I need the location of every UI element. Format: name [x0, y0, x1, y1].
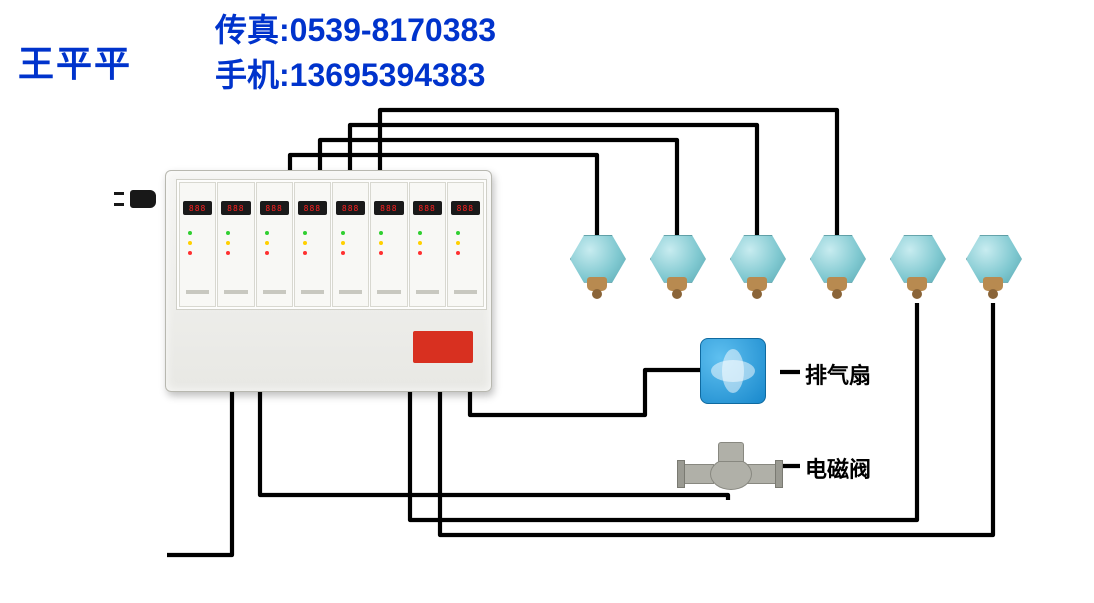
controller-module: 888 — [370, 182, 407, 307]
valve-label: 电磁阀 — [805, 452, 871, 484]
controller-module: 888 — [179, 182, 216, 307]
controller-module: 888 — [447, 182, 484, 307]
alarm-controller: 888 888 888 888 888 888 888 — [165, 170, 492, 392]
fax-number: 0539-8170383 — [290, 12, 496, 48]
gas-detector-icon — [570, 235, 624, 305]
contact-mobile: 手机:13695394383 — [215, 50, 485, 96]
controller-modules: 888 888 888 888 888 888 888 — [176, 179, 487, 310]
power-plug-icon — [114, 188, 156, 210]
controller-module: 888 — [217, 182, 254, 307]
module-led: 888 — [413, 201, 442, 215]
gas-detector-icon — [730, 235, 784, 305]
controller-module: 888 — [332, 182, 369, 307]
module-led: 888 — [221, 201, 250, 215]
module-led: 888 — [451, 201, 480, 215]
controller-sticker — [413, 331, 473, 363]
contact-name: 王平平 — [18, 35, 132, 87]
gas-detector-icon — [650, 235, 704, 305]
solenoid-valve-icon — [680, 440, 780, 500]
module-led: 888 — [298, 201, 327, 215]
gas-detector-icon — [890, 235, 944, 305]
mobile-number: 13695394383 — [290, 57, 486, 93]
module-led: 888 — [260, 201, 289, 215]
exhaust-fan-icon — [700, 338, 766, 404]
fan-label: 排气扇 — [805, 358, 871, 390]
controller-module: 888 — [409, 182, 446, 307]
gas-detector-icon — [810, 235, 864, 305]
controller-module: 888 — [294, 182, 331, 307]
module-led: 888 — [374, 201, 403, 215]
contact-fax: 传真:0539-8170383 — [215, 5, 496, 51]
gas-detector-icon — [966, 235, 1020, 305]
mobile-label: 手机: — [215, 57, 290, 93]
module-led: 888 — [336, 201, 365, 215]
fax-label: 传真: — [215, 12, 290, 48]
module-led: 888 — [183, 201, 212, 215]
controller-module: 888 — [256, 182, 293, 307]
